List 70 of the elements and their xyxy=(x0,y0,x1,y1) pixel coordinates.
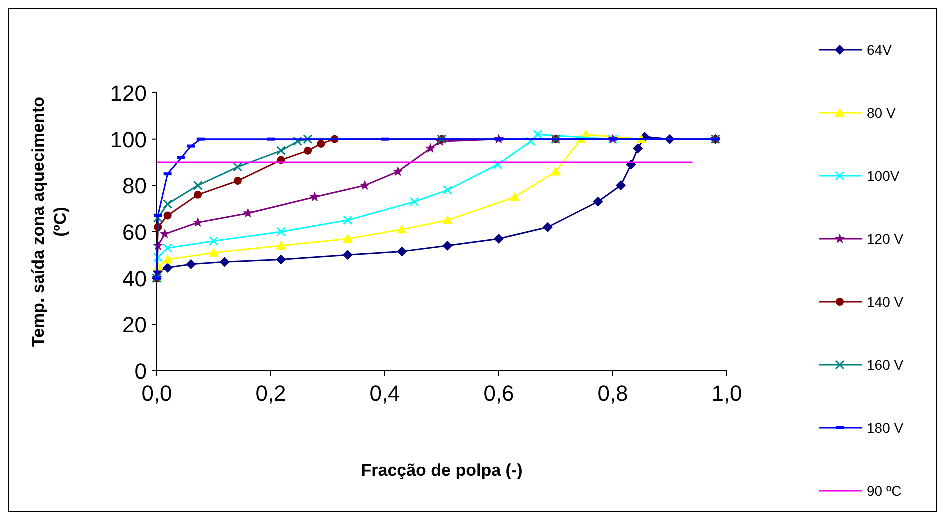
point xyxy=(410,197,420,207)
point xyxy=(493,160,503,170)
x-tick-label: 1,0 xyxy=(712,381,742,406)
point xyxy=(192,217,204,228)
legend-label: 180 V xyxy=(867,420,904,436)
point xyxy=(633,144,644,154)
point xyxy=(153,213,163,223)
point xyxy=(397,246,408,257)
y-tick-label: 100 xyxy=(110,127,147,152)
legend-label: 100V xyxy=(867,168,900,184)
y-tick-label: 60 xyxy=(122,220,147,245)
point xyxy=(494,234,504,244)
legend-label: 64V xyxy=(867,42,893,58)
y-axis-title: Temp. saída zona aquecimento (ºC) xyxy=(29,96,70,348)
point xyxy=(162,254,173,264)
x-tick-label: 0,6 xyxy=(484,381,514,406)
x-tick-label: 0,4 xyxy=(370,381,400,406)
point xyxy=(397,224,408,234)
point xyxy=(343,216,353,226)
point xyxy=(234,177,242,186)
legend-label: 90 ºC xyxy=(867,483,902,499)
point xyxy=(276,240,286,250)
point xyxy=(242,208,254,218)
point xyxy=(310,192,320,202)
y-tick-label: 120 xyxy=(110,81,147,106)
point xyxy=(342,250,353,260)
point xyxy=(342,234,353,243)
point xyxy=(526,136,536,146)
point xyxy=(442,215,453,224)
point xyxy=(153,252,163,262)
x-tick-label: 0,8 xyxy=(598,381,628,406)
point xyxy=(276,227,286,237)
point xyxy=(551,166,561,176)
point xyxy=(533,130,543,140)
x-axis-title: Fracção de polpa (-) xyxy=(361,461,523,480)
legend-label: 140 V xyxy=(867,294,904,310)
point xyxy=(616,180,626,191)
point xyxy=(276,146,286,156)
y-tick-label: 0 xyxy=(134,359,147,384)
point xyxy=(193,180,203,190)
point xyxy=(593,196,604,207)
point xyxy=(164,212,172,220)
point xyxy=(304,146,312,155)
point xyxy=(194,190,202,199)
point xyxy=(163,199,173,209)
point xyxy=(317,140,326,148)
point xyxy=(160,228,170,239)
point xyxy=(220,257,230,268)
legend-label: 80 V xyxy=(867,105,896,121)
point xyxy=(425,143,436,154)
x-tick-label: 0,0 xyxy=(142,381,172,406)
point xyxy=(442,240,453,251)
legend-label: 120 V xyxy=(867,231,904,247)
point xyxy=(163,243,173,253)
point xyxy=(209,248,219,257)
point xyxy=(392,166,404,176)
point xyxy=(162,262,173,273)
point xyxy=(233,162,243,172)
point xyxy=(186,259,196,270)
point xyxy=(360,180,370,190)
point xyxy=(543,222,554,232)
y-tick-label: 20 xyxy=(122,312,147,338)
point xyxy=(209,236,219,246)
y-tick-label: 80 xyxy=(122,174,147,199)
point xyxy=(510,192,520,202)
x-tick-label: 0,2 xyxy=(256,381,286,406)
point xyxy=(276,254,286,265)
point xyxy=(442,186,452,196)
legend-label: 160 V xyxy=(867,357,904,373)
y-tick-label: 40 xyxy=(122,266,147,292)
